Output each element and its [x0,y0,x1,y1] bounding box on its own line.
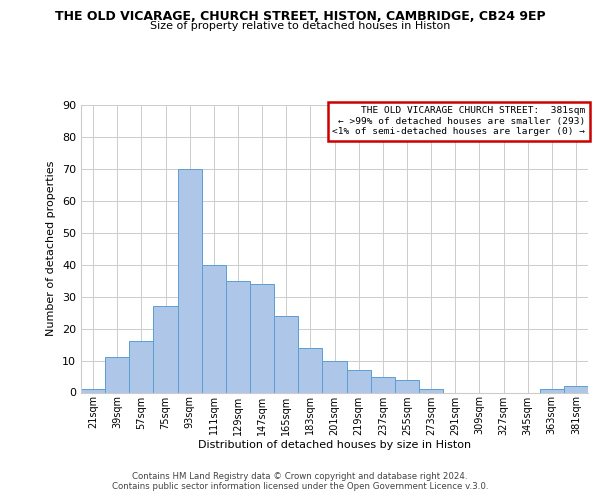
Bar [322,360,347,392]
Bar [274,316,298,392]
Text: THE OLD VICARAGE CHURCH STREET:  381sqm
← >99% of detached houses are smaller (2: THE OLD VICARAGE CHURCH STREET: 381sqm ←… [332,106,586,136]
Bar [129,342,154,392]
Bar [154,306,178,392]
X-axis label: Distribution of detached houses by size in Histon: Distribution of detached houses by size … [198,440,471,450]
Bar [371,376,395,392]
Text: Contains HM Land Registry data © Crown copyright and database right 2024.: Contains HM Land Registry data © Crown c… [132,472,468,481]
Bar [395,380,419,392]
Bar [250,284,274,393]
Y-axis label: Number of detached properties: Number of detached properties [46,161,56,336]
Text: Contains public sector information licensed under the Open Government Licence v.: Contains public sector information licen… [112,482,488,491]
Bar [226,280,250,392]
Bar [81,390,105,392]
Bar [105,358,129,392]
Text: Size of property relative to detached houses in Histon: Size of property relative to detached ho… [150,21,450,31]
Bar [178,169,202,392]
Text: THE OLD VICARAGE, CHURCH STREET, HISTON, CAMBRIDGE, CB24 9EP: THE OLD VICARAGE, CHURCH STREET, HISTON,… [55,10,545,23]
Bar [298,348,322,393]
Bar [202,264,226,392]
Bar [347,370,371,392]
Bar [564,386,588,392]
Bar [419,390,443,392]
Bar [540,390,564,392]
